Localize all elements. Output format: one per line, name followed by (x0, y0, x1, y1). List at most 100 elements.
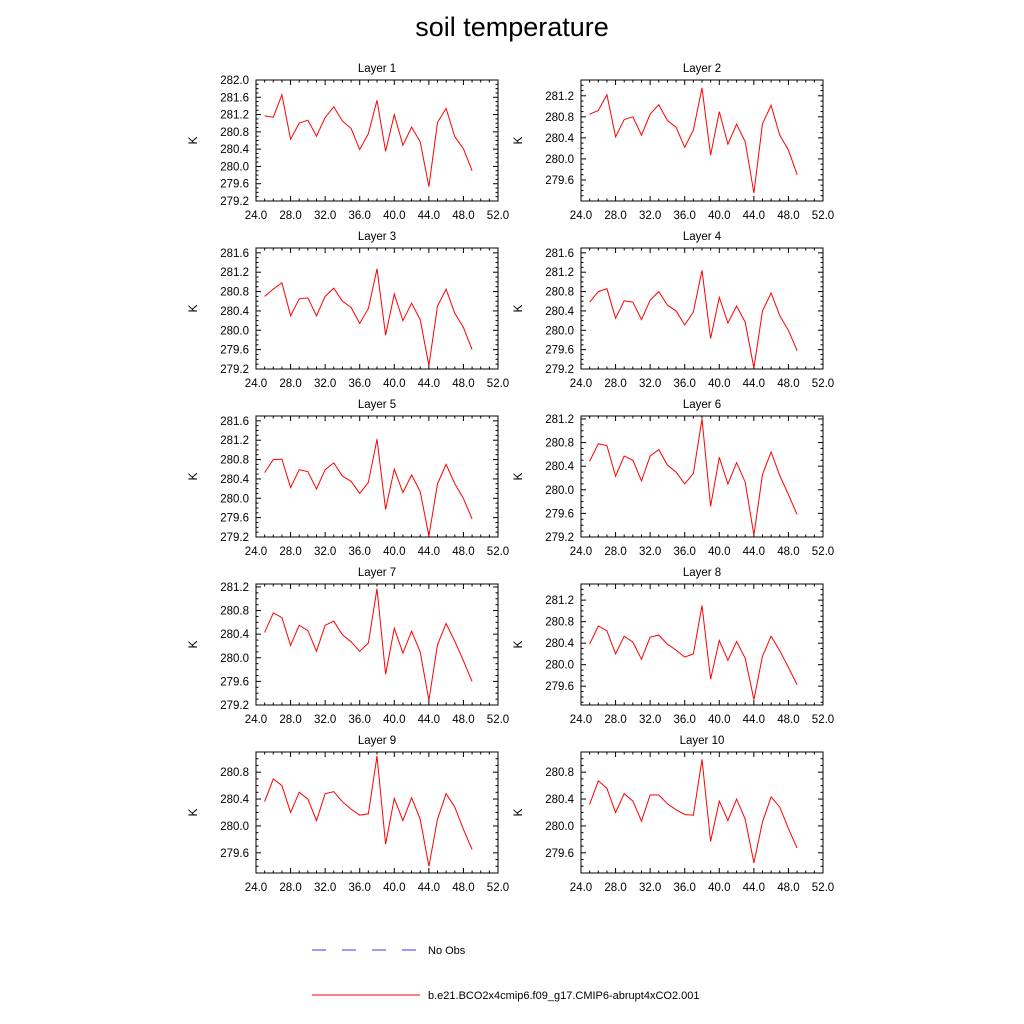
x-tick-label: 44.0 (743, 882, 765, 894)
y-axis-label: K (186, 808, 200, 816)
x-tick-label: 32.0 (314, 378, 336, 390)
y-tick-label: 281.6 (220, 92, 249, 104)
plot-frame (580, 751, 824, 874)
y-tick-label: 280.4 (545, 638, 574, 650)
panel-9: Layer 9 24.0 28.0 32.0 36.0 40.0 44.0 48.0 52.0 2… (186, 735, 509, 894)
x-tick-label: 36.0 (349, 882, 371, 894)
x-tick-label: 52.0 (812, 546, 834, 558)
panel-6: Layer 6 24.0 28.0 32.0 36.0 40.0 44.0 48.0 52.0 2… (511, 399, 834, 558)
x-tick-label: 44.0 (743, 714, 765, 726)
plot-frame (255, 79, 499, 202)
x-tick-label: 44.0 (418, 714, 440, 726)
y-axis-label: K (186, 304, 200, 312)
x-tick-label: 44.0 (418, 378, 440, 390)
y-tick-label: 280.0 (220, 653, 249, 665)
y-tick-label: 279.6 (220, 676, 249, 688)
x-tick-label: 32.0 (639, 546, 661, 558)
y-tick-label: 280.0 (220, 493, 249, 505)
x-tick-label: 52.0 (487, 210, 509, 222)
y-tick-label: 280.8 (545, 438, 574, 450)
panel-title: Layer 5 (358, 399, 396, 411)
y-tick-label: 280.4 (545, 794, 574, 806)
x-tick-label: 28.0 (279, 546, 301, 558)
x-tick-label: 40.0 (708, 546, 730, 558)
series-line (264, 268, 473, 366)
y-tick-label: 279.6 (220, 513, 249, 525)
y-tick-label: 280.8 (545, 112, 574, 124)
panel-title: Layer 9 (358, 735, 396, 747)
y-tick-label: 280.0 (545, 154, 574, 166)
y-tick-label: 280.4 (220, 794, 249, 806)
plot-frame (255, 415, 499, 538)
x-tick-label: 52.0 (812, 714, 834, 726)
y-tick-label: 280.0 (220, 161, 249, 173)
x-tick-label: 28.0 (604, 210, 626, 222)
y-tick-label: 280.0 (545, 325, 574, 337)
panel-title: Layer 7 (358, 567, 396, 579)
legend: No Obs b.e21.BCO2x4cmip6.f09_g17.CMIP6-ab… (312, 945, 700, 1002)
y-tick-label: 282.0 (220, 75, 249, 87)
series-line (589, 87, 798, 194)
x-tick-label: 40.0 (708, 882, 730, 894)
y-tick-label: 281.2 (220, 582, 249, 594)
x-tick-label: 28.0 (279, 714, 301, 726)
x-tick-label: 24.0 (245, 882, 267, 894)
y-tick-label: 281.2 (220, 435, 249, 447)
y-tick-label: 280.0 (220, 821, 249, 833)
panel-title: Layer 8 (683, 567, 721, 579)
y-tick-label: 281.2 (220, 110, 249, 122)
y-tick-label: 281.2 (545, 595, 574, 607)
x-tick-label: 36.0 (674, 378, 696, 390)
panel-2: Layer 2 24.0 28.0 32.0 36.0 40.0 44.0 48.0 52.0 2… (511, 63, 834, 222)
y-axis-label: K (511, 136, 525, 144)
panel-1: Layer 1 24.0 28.0 32.0 36.0 40.0 44.0 48.0 52.0 2… (186, 63, 509, 222)
x-tick-label: 48.0 (777, 714, 799, 726)
y-tick-label: 279.6 (220, 345, 249, 357)
x-tick-label: 44.0 (418, 882, 440, 894)
x-tick-label: 44.0 (743, 378, 765, 390)
x-tick-label: 48.0 (777, 210, 799, 222)
x-tick-label: 28.0 (279, 378, 301, 390)
panel-5: Layer 5 24.0 28.0 32.0 36.0 40.0 44.0 48.0 52.0 2… (186, 399, 509, 558)
y-axis-label: K (511, 304, 525, 312)
y-tick-label: 280.0 (220, 325, 249, 337)
x-tick-label: 24.0 (245, 546, 267, 558)
series-line (264, 439, 473, 537)
chart-title: soil temperature (415, 12, 609, 42)
x-tick-label: 36.0 (674, 546, 696, 558)
plot-frame (580, 247, 824, 370)
x-tick-label: 48.0 (452, 546, 474, 558)
x-tick-label: 52.0 (487, 378, 509, 390)
series-line (589, 605, 798, 700)
series-line (589, 418, 798, 536)
y-tick-label: 279.2 (545, 364, 574, 376)
y-tick-label: 280.8 (220, 455, 249, 467)
series-line (264, 588, 473, 701)
panel-title: Layer 4 (683, 231, 722, 243)
panel-4: Layer 4 24.0 28.0 32.0 36.0 40.0 44.0 48.0 52.0 2… (511, 231, 834, 390)
y-tick-label: 280.8 (220, 127, 249, 139)
x-tick-label: 24.0 (570, 714, 592, 726)
series-line (264, 92, 473, 187)
x-tick-label: 36.0 (349, 714, 371, 726)
x-tick-label: 40.0 (383, 882, 405, 894)
x-tick-label: 44.0 (418, 546, 440, 558)
x-tick-label: 32.0 (639, 378, 661, 390)
x-tick-label: 32.0 (314, 210, 336, 222)
x-tick-label: 40.0 (708, 714, 730, 726)
y-tick-label: 280.8 (220, 767, 249, 779)
x-tick-label: 44.0 (743, 210, 765, 222)
y-tick-label: 280.4 (220, 474, 249, 486)
legend-label-obs: No Obs (428, 945, 466, 957)
x-tick-label: 48.0 (452, 714, 474, 726)
series-line (264, 755, 473, 867)
plot-frame (580, 415, 824, 538)
x-tick-label: 28.0 (604, 546, 626, 558)
plot-frame (255, 583, 499, 706)
x-tick-label: 28.0 (604, 378, 626, 390)
y-axis-label: K (186, 640, 200, 648)
x-tick-label: 48.0 (777, 378, 799, 390)
y-tick-label: 280.0 (545, 485, 574, 497)
y-tick-label: 280.0 (545, 660, 574, 672)
